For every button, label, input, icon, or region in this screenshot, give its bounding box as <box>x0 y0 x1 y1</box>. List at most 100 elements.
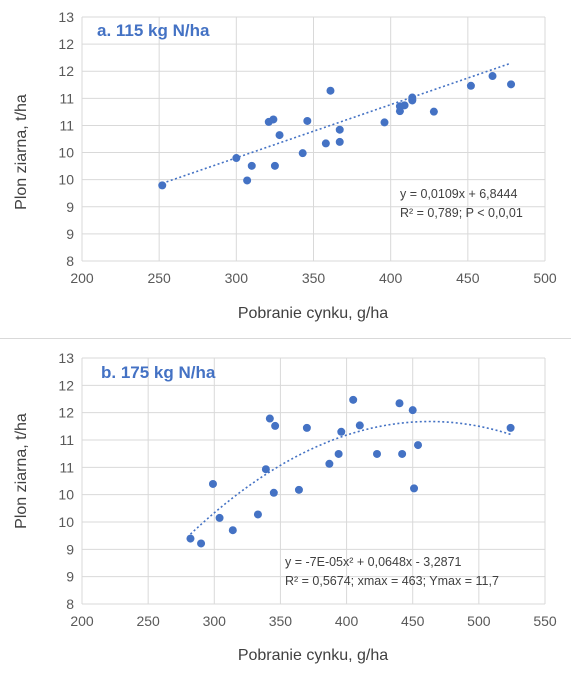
chart-b-data-point <box>414 441 423 450</box>
chart-a-gridlines <box>81 16 546 262</box>
chart-b-data-point <box>186 534 195 543</box>
chart-a-data-point <box>275 131 284 140</box>
chart-b-y-ticks: 8 9 9 10 10 11 11 12 12 13 <box>58 350 74 612</box>
chart-b-data-point <box>398 449 407 458</box>
chart-b-data-point <box>408 406 417 415</box>
chart-a: 8 9 9 10 10 11 11 12 12 13 200 250 300 350 400 450 500 … <box>0 0 571 336</box>
chart-b-data-point <box>253 510 262 519</box>
chart-b-data-point <box>228 526 237 535</box>
chart-b-x-tick-label: 400 <box>335 613 359 629</box>
chart-a-data-point <box>400 101 409 110</box>
chart-b-y-tick-label: 11 <box>59 459 74 475</box>
chart-b-equation-line-2: R² = 0,5674; xmax = 463; Ymax = 11,7 <box>285 574 499 588</box>
chart-a-y-tick-label: 11 <box>59 117 74 133</box>
chart-a-data-point <box>507 80 516 89</box>
chart-b-x-tick-label: 500 <box>467 613 491 629</box>
chart-b-title: b. 175 kg N/ha <box>101 363 216 382</box>
chart-a-data-point <box>335 137 344 146</box>
chart-a-data-point <box>269 115 278 124</box>
chart-b-y-tick-label: 8 <box>66 596 74 612</box>
chart-a-data-point <box>429 107 438 116</box>
chart-a-data-point <box>380 118 389 127</box>
chart-a-data-point <box>488 72 497 81</box>
chart-a-y-tick-label: 10 <box>58 172 74 188</box>
chart-a-data-point <box>232 154 241 163</box>
chart-b-trendline <box>189 420 511 535</box>
chart-a-data-point <box>158 181 167 190</box>
chart-b-equation-line-1: y = -7E-05x² + 0,0648x - 3,2871 <box>285 555 462 569</box>
chart-b-data-point <box>349 395 358 404</box>
chart-a-trendline <box>161 62 512 185</box>
chart-a-x-ticks: 200 250 300 350 400 450 500 <box>70 270 557 286</box>
chart-a-data-point <box>335 125 344 134</box>
chart-b-x-ticks: 200 250 300 350 400 450 500 550 <box>70 613 557 629</box>
chart-a-data-point <box>303 116 312 125</box>
chart-b-data-point <box>395 399 404 408</box>
chart-a-data-point <box>247 161 256 170</box>
chart-b-data-point <box>197 539 206 548</box>
chart-a-y-tick-label: 12 <box>58 63 74 79</box>
chart-b-data-point <box>294 485 303 494</box>
chart-b-y-axis-title: Plon ziarna, t/ha <box>13 413 30 529</box>
chart-b-x-tick-label: 250 <box>136 613 160 629</box>
chart-a-y-tick-label: 9 <box>66 226 74 242</box>
chart-b-y-tick-label: 12 <box>58 377 74 393</box>
chart-a-y-tick-label: 12 <box>58 36 74 52</box>
chart-b-data-point <box>271 421 280 430</box>
chart-a-data-point <box>395 107 404 116</box>
chart-a-data-point <box>408 93 417 102</box>
chart-a-x-tick-label: 350 <box>302 270 326 286</box>
chart-b-data-point <box>261 465 270 474</box>
chart-b-y-tick-label: 12 <box>58 405 74 421</box>
chart-b-y-tick-label: 9 <box>66 569 74 585</box>
chart-b-points <box>186 395 515 548</box>
panel-divider <box>0 338 571 339</box>
chart-a-x-tick-label: 250 <box>147 270 171 286</box>
chart-a-points <box>158 72 516 190</box>
chart-a-y-tick-label: 13 <box>58 9 74 25</box>
chart-b-trendline-layer <box>189 420 511 535</box>
chart-a-x-axis-title: Pobranie cynku, g/ha <box>238 305 388 322</box>
chart-b-data-point <box>337 427 346 436</box>
chart-b: 8 9 9 10 10 11 11 12 12 13 200 250 300 350 400 450 500 5… <box>0 344 571 680</box>
chart-a-x-tick-label: 500 <box>533 270 557 286</box>
chart-b-y-tick-label: 11 <box>59 432 74 448</box>
chart-b-data-point <box>215 513 224 522</box>
chart-b-data-point <box>334 449 343 458</box>
chart-a-trendline-layer <box>161 62 512 185</box>
chart-b-x-tick-label: 300 <box>203 613 227 629</box>
chart-a-title: a. 115 kg N/ha <box>97 21 210 40</box>
chart-a-y-tick-label: 11 <box>59 90 74 106</box>
chart-b-x-axis-title: Pobranie cynku, g/ha <box>238 647 388 664</box>
chart-a-x-tick-label: 300 <box>225 270 249 286</box>
chart-a-data-point <box>326 86 335 95</box>
chart-b-y-tick-label: 10 <box>58 514 74 530</box>
chart-b-x-tick-label: 450 <box>401 613 425 629</box>
chart-b-data-point <box>372 449 381 458</box>
chart-a-data-point <box>243 176 252 185</box>
chart-a-y-tick-label: 10 <box>58 145 74 161</box>
chart-a-equation-line-2: R² = 0,789; P < 0,0,01 <box>400 206 523 220</box>
chart-a-x-tick-label: 200 <box>70 270 94 286</box>
chart-a-y-tick-label: 8 <box>66 253 74 269</box>
chart-a-y-axis-title: Plon ziarna, t/ha <box>13 94 30 210</box>
chart-a-equation-line-1: y = 0,0109x + 6,8444 <box>400 187 518 201</box>
chart-b-data-point <box>269 488 278 497</box>
chart-a-x-tick-label: 450 <box>456 270 480 286</box>
chart-b-x-tick-label: 550 <box>533 613 557 629</box>
chart-b-y-tick-label: 9 <box>66 541 74 557</box>
chart-a-data-point <box>466 81 475 90</box>
chart-a-y-ticks: 8 9 9 10 10 11 11 12 12 13 <box>58 9 74 269</box>
chart-a-data-point <box>298 149 307 158</box>
chart-b-x-tick-label: 200 <box>70 613 94 629</box>
chart-b-y-tick-label: 10 <box>58 487 74 503</box>
chart-b-svg: 8 9 9 10 10 11 11 12 12 13 200 250 300 350 400 450 500 5… <box>13 350 557 664</box>
chart-a-y-tick-label: 9 <box>66 199 74 215</box>
chart-b-data-point <box>506 423 515 432</box>
chart-b-x-tick-label: 350 <box>269 613 293 629</box>
chart-a-data-point <box>321 139 330 148</box>
chart-b-data-point <box>265 414 274 423</box>
chart-b-data-point <box>208 479 217 488</box>
chart-b-y-tick-label: 13 <box>58 350 74 366</box>
chart-a-data-point <box>270 161 279 170</box>
